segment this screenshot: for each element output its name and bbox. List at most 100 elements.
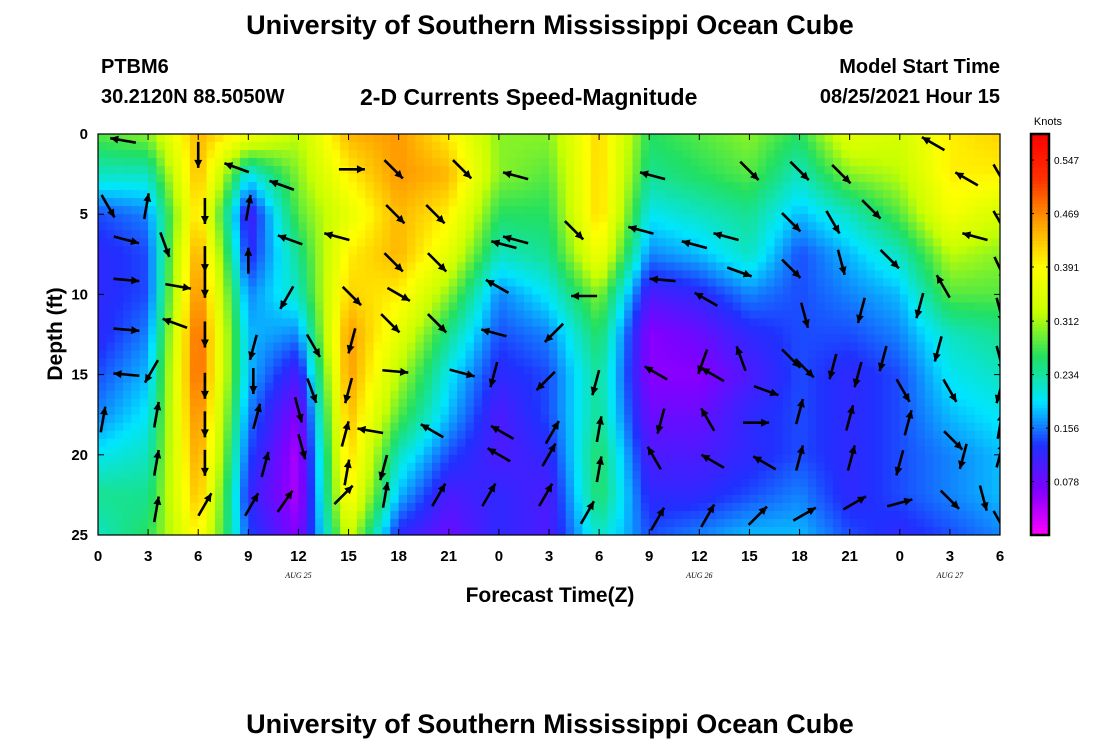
heatmap-cell <box>983 406 993 416</box>
heatmap-cell <box>916 158 926 167</box>
heatmap-cell <box>966 198 976 207</box>
heatmap-cell <box>298 494 308 504</box>
heatmap-cell <box>540 366 550 376</box>
heatmap-cell <box>373 462 383 472</box>
heatmap-cell <box>523 190 533 199</box>
heatmap-cell <box>983 414 993 424</box>
heatmap-cell <box>757 294 767 304</box>
heatmap-cell <box>574 278 584 287</box>
heatmap-cell <box>849 398 859 408</box>
heatmap-cell <box>682 278 692 287</box>
heatmap-cell <box>690 342 700 352</box>
heatmap-cell <box>515 174 525 183</box>
heatmap-cell <box>632 254 642 263</box>
heatmap-cell <box>515 462 525 472</box>
heatmap-cell <box>223 278 233 287</box>
heatmap-cell <box>665 182 675 191</box>
heatmap-cell <box>214 350 224 360</box>
heatmap-cell <box>231 494 241 504</box>
heatmap-cell <box>365 142 375 151</box>
heatmap-cell <box>432 158 442 167</box>
heatmap-cell <box>139 470 149 480</box>
heatmap-cell <box>348 206 358 215</box>
heatmap-cell <box>632 398 642 408</box>
heatmap-cell <box>131 494 141 504</box>
heatmap-cell <box>423 390 433 400</box>
heatmap-cell <box>883 158 893 167</box>
heatmap-cell <box>707 174 717 183</box>
heatmap-cell <box>532 318 542 328</box>
heatmap-cell <box>365 198 375 207</box>
heatmap-cell <box>582 206 592 215</box>
heatmap-cell <box>849 350 859 360</box>
heatmap-cell <box>757 134 767 143</box>
heatmap-cell <box>523 198 533 207</box>
heatmap-cell <box>924 270 934 279</box>
heatmap-cell <box>757 358 767 368</box>
heatmap-cell <box>198 398 208 408</box>
heatmap-cell <box>298 270 308 279</box>
heatmap-cell <box>457 150 467 159</box>
heatmap-cell <box>565 334 575 344</box>
heatmap-cell <box>206 462 216 472</box>
heatmap-cell <box>490 390 500 400</box>
heatmap-cell <box>398 390 408 400</box>
heatmap-cell <box>123 422 133 432</box>
heatmap-cell <box>849 462 859 472</box>
heatmap-cell <box>590 302 600 312</box>
heatmap-cell <box>131 174 141 183</box>
heatmap-cell <box>482 238 492 247</box>
heatmap-cell <box>206 406 216 416</box>
heatmap-cell <box>532 382 542 392</box>
heatmap-cell <box>582 462 592 472</box>
heatmap-cell <box>348 398 358 408</box>
heatmap-cell <box>690 382 700 392</box>
heatmap-cell <box>523 134 533 143</box>
heatmap-cell <box>114 438 124 448</box>
heatmap-cell <box>866 422 876 432</box>
heatmap-cell <box>131 478 141 488</box>
heatmap-cell <box>181 318 191 328</box>
heatmap-cell <box>983 334 993 344</box>
heatmap-cell <box>766 238 776 247</box>
heatmap-cell <box>465 230 475 239</box>
heatmap-cell <box>440 238 450 247</box>
heatmap-cell <box>974 478 984 488</box>
heatmap-cell <box>306 310 316 320</box>
heatmap-cell <box>390 454 400 464</box>
heatmap-cell <box>983 278 993 287</box>
heatmap-cell <box>657 470 667 480</box>
heatmap-cell <box>849 270 859 279</box>
heatmap-cell <box>398 318 408 328</box>
heatmap-cell <box>448 302 458 312</box>
heatmap-cell <box>156 486 166 496</box>
heatmap-cell <box>123 358 133 368</box>
heatmap-cell <box>657 222 667 231</box>
heatmap-cell <box>941 206 951 215</box>
heatmap-cell <box>565 414 575 424</box>
heatmap-cell <box>615 134 625 143</box>
heatmap-cell <box>315 414 325 424</box>
heatmap-cell <box>866 262 876 271</box>
heatmap-cell <box>498 406 508 416</box>
heatmap-cell <box>239 494 249 504</box>
heatmap-cell <box>615 150 625 159</box>
heatmap-cell <box>732 406 742 416</box>
heatmap-cell <box>356 238 366 247</box>
heatmap-cell <box>933 318 943 328</box>
heatmap-cell <box>766 486 776 496</box>
heatmap-cell <box>866 182 876 191</box>
heatmap-cell <box>398 278 408 287</box>
heatmap-cell <box>891 478 901 488</box>
heatmap-cell <box>707 486 717 496</box>
heatmap-cell <box>465 270 475 279</box>
heatmap-cell <box>991 190 1000 199</box>
heatmap-cell <box>791 366 801 376</box>
heatmap-cell <box>415 150 425 159</box>
heatmap-cell <box>315 430 325 440</box>
heatmap-cell <box>398 414 408 424</box>
heatmap-cell <box>189 270 199 279</box>
heatmap-cell <box>682 342 692 352</box>
heatmap-cell <box>231 342 241 352</box>
heatmap-cell <box>515 310 525 320</box>
